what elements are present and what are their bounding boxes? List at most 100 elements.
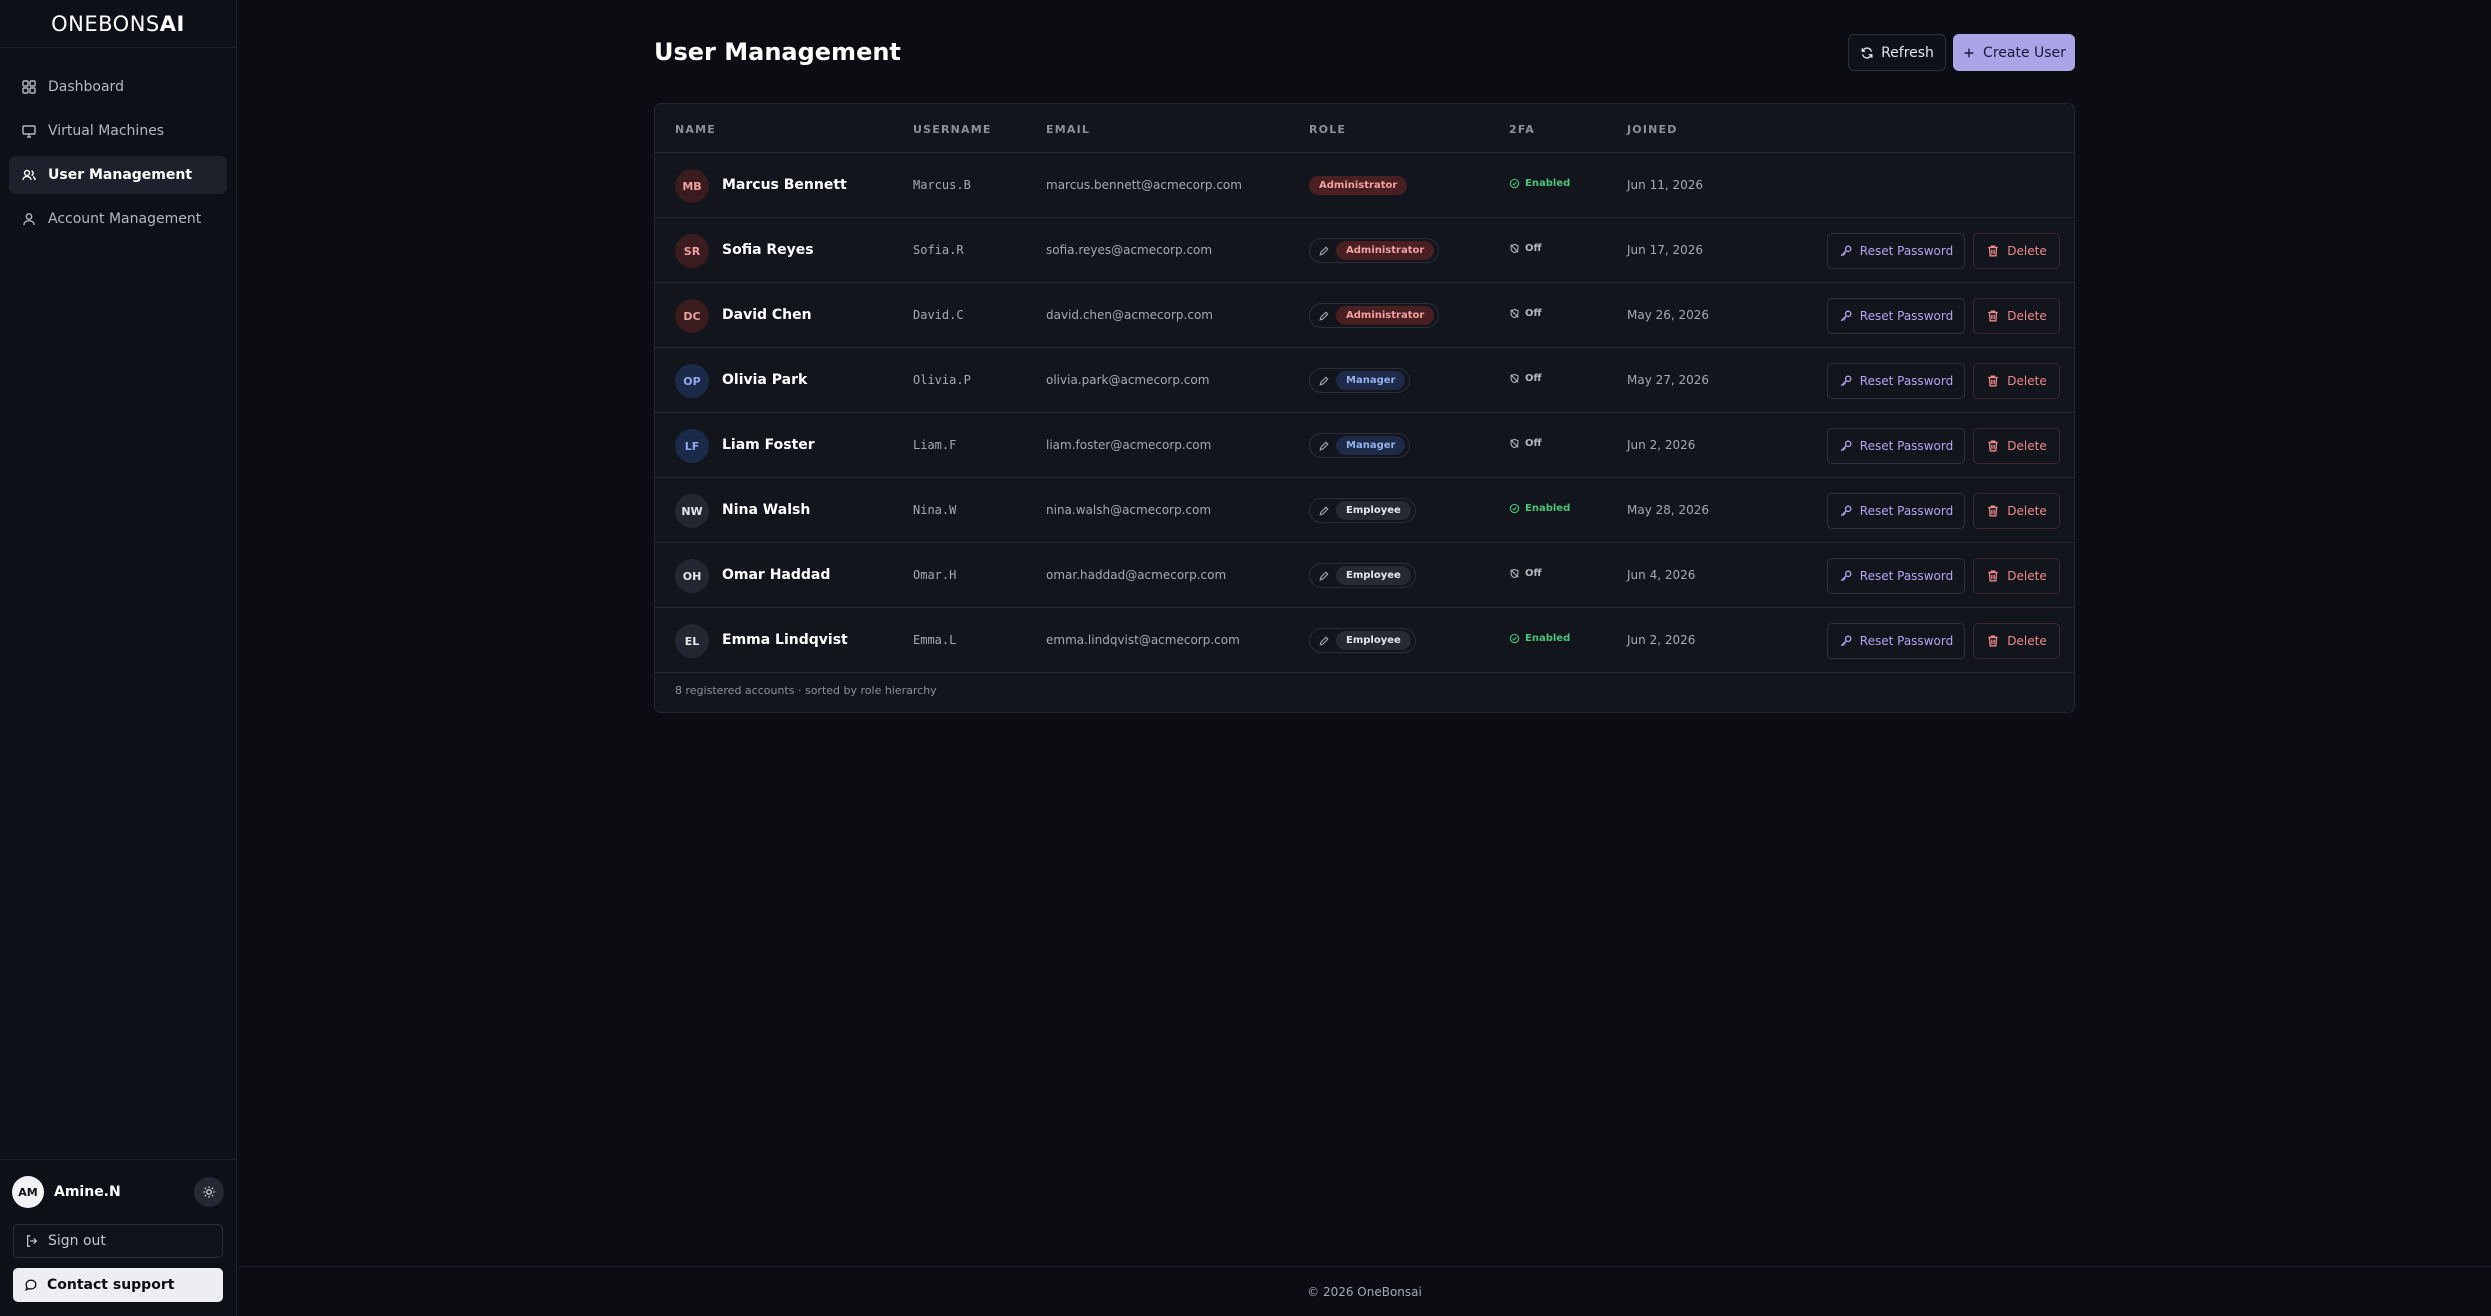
table-footer-note: 8 registered accounts · sorted by role h… [675,684,937,697]
delete-user-button[interactable]: Delete [1973,623,2060,659]
avatar: OP [675,364,709,398]
delete-user-button[interactable]: Delete [1973,558,2060,594]
role-selector[interactable]: Employee [1309,563,1416,588]
role-selector[interactable]: Manager [1309,368,1411,393]
delete-user-button[interactable]: Delete [1973,298,2060,334]
role-selector[interactable]: Employee [1309,498,1416,523]
sun-icon [203,1186,215,1198]
user-joined: Jun 4, 2026 [1627,568,1696,582]
twofa-label: Off [1525,373,1542,384]
delete-user-button[interactable]: Delete [1973,363,2060,399]
col-name[interactable]: NAME [675,123,716,136]
reset-password-label: Reset Password [1859,569,1954,583]
trash-icon [1988,440,1999,452]
role-selector[interactable]: Administrator [1309,238,1440,263]
plus-icon [1964,48,1974,57]
table-row: MB Marcus Bennett Marcus.B marcus.bennet… [655,153,2074,218]
user-name: Marcus Bennett [722,177,847,193]
sidebar-item-label: Dashboard [48,79,124,95]
monitor-icon [21,123,37,139]
sidebar-item-virtual-machines[interactable]: Virtual Machines [9,112,227,150]
key-icon [1840,505,1852,517]
reset-password-label: Reset Password [1859,504,1954,518]
twofa-status: Off [1509,438,1542,449]
check-circle-icon [1509,178,1520,189]
user-name: Liam Foster [722,437,815,453]
role-cell: Employee [1309,562,1416,589]
sidebar: ONEBONS AI Dashboard Virtual Machines Use… [0,0,237,1316]
reset-password-button[interactable]: Reset Password [1827,363,1965,399]
sidebar-item-dashboard[interactable]: Dashboard [9,68,227,106]
theme-toggle-button[interactable] [194,1177,224,1207]
refresh-button[interactable]: Refresh [1848,34,1946,71]
user-email: liam.foster@acmecorp.com [1046,438,1212,452]
create-user-button[interactable]: Create User [1953,34,2075,71]
delete-label: Delete [2007,504,2047,518]
col-joined[interactable]: JOINED [1627,123,1678,136]
chat-icon [25,1279,37,1291]
role-cell: Employee [1309,627,1416,654]
user-email: marcus.bennett@acmecorp.com [1046,178,1242,192]
pencil-icon [1319,570,1329,581]
table-row: EL Emma Lindqvist Emma.L emma.lindqvist@… [655,608,2074,673]
col-username[interactable]: USERNAME [913,123,992,136]
trash-icon [1988,375,1999,387]
twofa-status: Off [1509,243,1542,254]
role-selector[interactable]: Administrator [1309,303,1440,328]
reset-password-label: Reset Password [1859,439,1954,453]
twofa-label: Off [1525,308,1542,319]
table-row: DC David Chen David.C david.chen@acmecor… [655,283,2074,348]
role-cell: Administrator [1309,172,1408,199]
col-2fa[interactable]: 2FA [1509,123,1536,136]
page-title: User Management [654,38,901,66]
reset-password-button[interactable]: Reset Password [1827,298,1965,334]
reset-password-label: Reset Password [1859,634,1954,648]
brand-logo-text-bold: AI [159,11,185,36]
sidebar-item-account-management[interactable]: Account Management [9,200,227,238]
pencil-icon [1319,375,1329,386]
role-selector[interactable]: Employee [1309,628,1416,653]
sidebar-item-label: Account Management [48,211,202,227]
col-email[interactable]: EMAIL [1046,123,1091,136]
twofa-status: Enabled [1509,633,1570,644]
avatar: MB [675,169,709,203]
main-content: User Management Refresh Create User NAME… [238,0,2491,1266]
table-header: NAME USERNAME EMAIL ROLE 2FA JOINED [655,104,2074,153]
shield-off-icon [1510,308,1519,319]
reset-password-button[interactable]: Reset Password [1827,558,1965,594]
reset-password-button[interactable]: Reset Password [1827,233,1965,269]
twofa-label: Off [1525,568,1542,579]
col-role[interactable]: ROLE [1309,123,1347,136]
user-name: Omar Haddad [722,567,831,583]
reset-password-label: Reset Password [1859,374,1954,388]
contact-support-button[interactable]: Contact support [13,1268,223,1302]
user-icon [21,211,37,227]
sidebar-footer: AM Amine.N Sign out Contact support [0,1159,236,1316]
sidebar-item-label: Virtual Machines [48,123,165,139]
sidebar-item-user-management[interactable]: User Management [9,156,227,194]
sign-out-button[interactable]: Sign out [13,1224,223,1258]
brand-logo[interactable]: ONEBONS AI [0,0,236,48]
pencil-icon [1319,505,1329,516]
key-icon [1840,440,1852,452]
delete-user-button[interactable]: Delete [1973,493,2060,529]
users-icon [21,167,37,183]
check-circle-icon [1509,503,1520,514]
trash-icon [1988,245,1999,257]
delete-user-button[interactable]: Delete [1973,428,2060,464]
avatar[interactable]: AM [12,1176,44,1208]
delete-user-button[interactable]: Delete [1973,233,2060,269]
role-cell: Administrator [1309,237,1440,264]
key-icon [1840,570,1852,582]
twofa-status: Enabled [1509,178,1570,189]
pencil-icon [1319,635,1329,646]
reset-password-button[interactable]: Reset Password [1827,493,1965,529]
user-username: Liam.F [913,438,957,452]
table-row: OP Olivia Park Olivia.P olivia.park@acme… [655,348,2074,413]
sidebar-item-label: User Management [48,167,193,183]
reset-password-label: Reset Password [1859,309,1954,323]
role-selector[interactable]: Manager [1309,433,1411,458]
reset-password-button[interactable]: Reset Password [1827,623,1965,659]
twofa-label: Enabled [1525,503,1571,514]
reset-password-button[interactable]: Reset Password [1827,428,1965,464]
